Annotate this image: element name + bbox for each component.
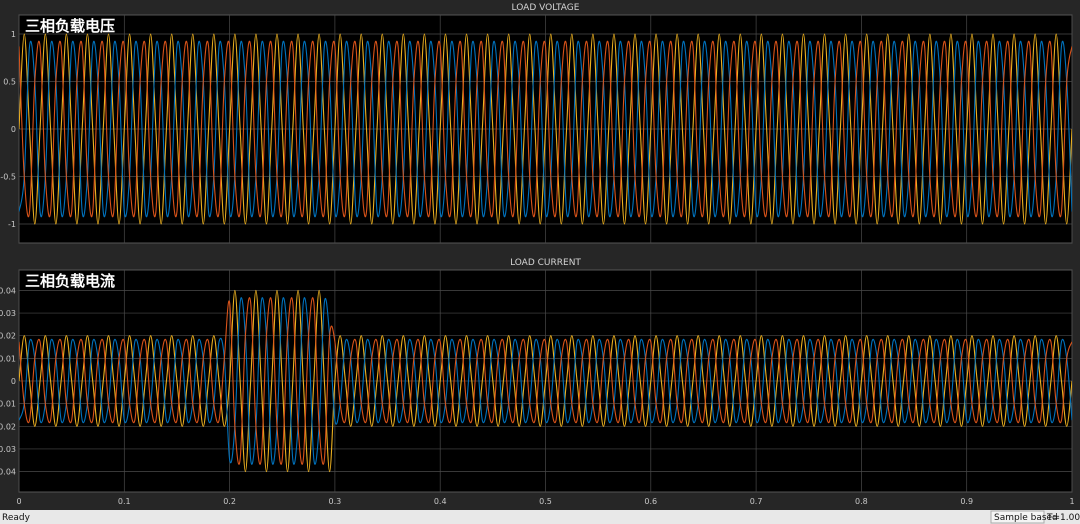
y-tick-label: 0 — [11, 377, 16, 386]
x-tick-label: 0.7 — [750, 497, 763, 506]
y-tick-label: -0.03 — [0, 445, 16, 454]
x-tick-label: 0.2 — [223, 497, 236, 506]
signal-line — [19, 33, 1072, 225]
status-time: T=1.000 — [1046, 513, 1080, 523]
x-tick-label: 0.8 — [855, 497, 868, 506]
x-tick-label: 0.1 — [118, 497, 131, 506]
y-tick-label: -0.5 — [0, 173, 16, 182]
status-bar — [0, 510, 1080, 524]
signal-line — [19, 40, 1072, 218]
x-tick-label: 0.9 — [960, 497, 973, 506]
status-text: Ready — [2, 513, 31, 523]
plot-annotation: 三相负载电流 — [25, 272, 115, 290]
x-tick-label: 0.6 — [644, 497, 657, 506]
x-tick-label: 0.3 — [329, 497, 342, 506]
status-mode: Sample based — [994, 513, 1058, 523]
y-tick-label: 0 — [11, 125, 16, 134]
plot-title: LOAD CURRENT — [510, 258, 581, 268]
x-tick-label: 0 — [16, 497, 21, 506]
x-tick-label: 0.5 — [539, 497, 552, 506]
y-tick-label: -0.02 — [0, 422, 16, 431]
y-tick-label: 0.01 — [0, 354, 16, 363]
plot-title: LOAD VOLTAGE — [512, 3, 580, 13]
x-tick-label: 0.4 — [434, 497, 447, 506]
y-tick-label: -0.01 — [0, 400, 16, 409]
y-tick-label: 0.04 — [0, 286, 16, 295]
y-tick-label: 1 — [11, 30, 16, 39]
signal-line — [19, 297, 1072, 465]
x-tick-label: 1 — [1069, 497, 1074, 506]
signal-line — [19, 289, 1072, 473]
y-tick-label: -0.04 — [0, 468, 16, 477]
y-tick-label: 0.02 — [0, 332, 16, 341]
y-tick-label: -1 — [8, 220, 16, 229]
y-tick-label: 0.5 — [3, 78, 16, 87]
status-box — [990, 510, 1045, 524]
plot-annotation: 三相负载电压 — [25, 17, 115, 35]
y-tick-label: 0.03 — [0, 309, 16, 318]
signal-line — [19, 297, 1072, 465]
signal-line — [19, 40, 1072, 218]
